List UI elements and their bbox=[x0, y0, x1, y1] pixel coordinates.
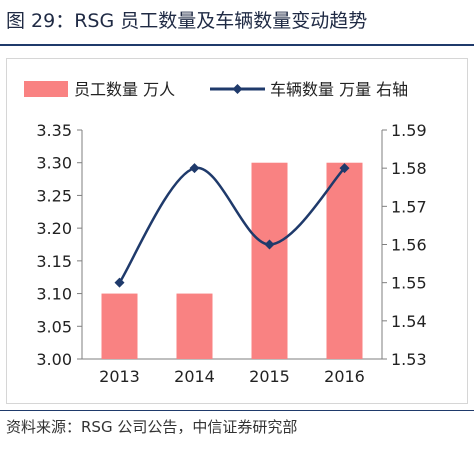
y-left-tick-label: 3.00 bbox=[36, 350, 72, 369]
y-left-tick-label: 3.05 bbox=[36, 317, 72, 336]
point-vehicles-2016 bbox=[339, 163, 350, 174]
y-right-tick-label: 1.59 bbox=[391, 121, 427, 140]
y-right-tick-label: 1.58 bbox=[391, 159, 427, 178]
footer-rule bbox=[0, 410, 474, 411]
y-left-tick-label: 3.35 bbox=[36, 121, 72, 140]
point-vehicles-2013 bbox=[114, 277, 125, 288]
bar-employees-2016 bbox=[326, 162, 363, 359]
y-right-tick-label: 1.57 bbox=[391, 197, 427, 216]
point-vehicles-2015 bbox=[264, 239, 275, 250]
y-right-tick-label: 1.53 bbox=[391, 350, 427, 369]
chart-frame: 员工数量 万人 车辆数量 万量 右轴 3.00 3.05 3.10 3.15 3.20 3.2… bbox=[6, 58, 468, 404]
bar-employees-2014 bbox=[176, 293, 213, 359]
y-left-tick-label: 3.15 bbox=[36, 252, 72, 271]
y-left-tick-label: 3.20 bbox=[36, 219, 72, 238]
figure-title: 图 29：RSG 员工数量及车辆数量变动趋势 bbox=[6, 10, 368, 32]
y-left-tick-label: 3.30 bbox=[36, 154, 72, 173]
title-rule bbox=[0, 44, 474, 46]
x-tick-label: 2015 bbox=[249, 367, 290, 386]
legend-label-employees: 员工数量 万人 bbox=[74, 80, 175, 99]
y-right-tick-label: 1.54 bbox=[391, 312, 427, 331]
bar-employees-2013 bbox=[101, 293, 138, 359]
x-tick-label: 2016 bbox=[324, 367, 365, 386]
y-left-tick-label: 3.25 bbox=[36, 186, 72, 205]
legend-swatch-employees bbox=[24, 81, 68, 97]
line-vehicles bbox=[118, 166, 346, 284]
legend-label-vehicles: 车辆数量 万量 右轴 bbox=[270, 80, 408, 99]
y-right-tick-label: 1.56 bbox=[391, 236, 427, 255]
bar-employees-2015 bbox=[251, 162, 288, 359]
y-left-tick-label: 3.10 bbox=[36, 285, 72, 304]
x-tick-label: 2014 bbox=[174, 367, 215, 386]
point-vehicles-2014 bbox=[189, 163, 200, 174]
source-note: 资料来源：RSG 公司公告，中信证券研究部 bbox=[6, 418, 298, 436]
y-right-tick-label: 1.55 bbox=[391, 274, 427, 293]
x-tick-label: 2013 bbox=[99, 367, 140, 386]
legend-marker-vehicles bbox=[232, 84, 243, 94]
combo-chart: 员工数量 万人 车辆数量 万量 右轴 3.00 3.05 3.10 3.15 3.20 3.2… bbox=[24, 80, 427, 386]
